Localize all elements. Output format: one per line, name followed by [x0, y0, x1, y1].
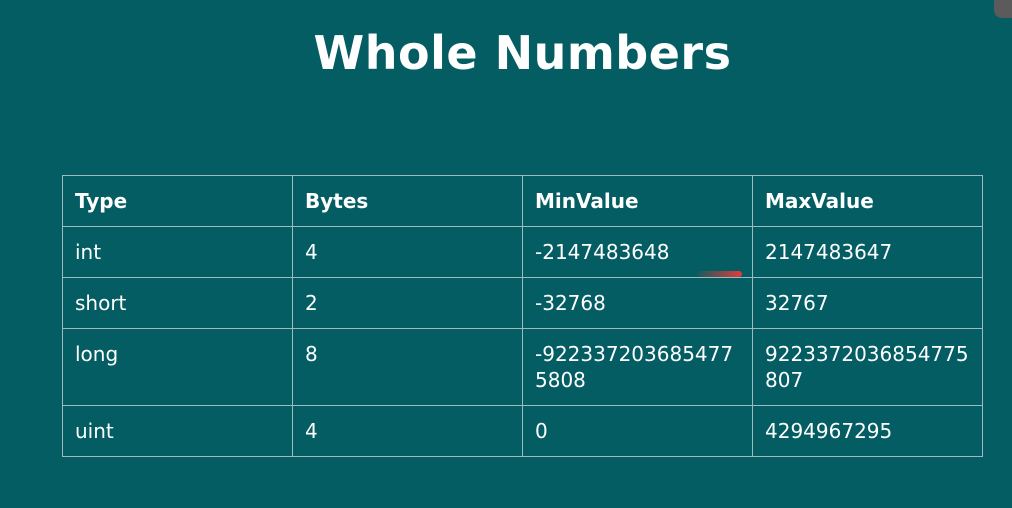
cell-max-value: 32767 [752, 277, 983, 329]
header-bytes: Bytes [292, 175, 523, 227]
pen-annotation-stroke [698, 271, 742, 277]
table-row: uint 4 0 4294967295 [62, 405, 983, 457]
table-row: short 2 -32768 32767 [62, 277, 983, 329]
cell-max-value: 2147483647 [752, 226, 983, 278]
cell-type: long [62, 328, 293, 406]
header-max-value: MaxValue [752, 175, 983, 227]
slide-title: Whole Numbers [313, 26, 732, 80]
table-row: int 4 -2147483648 2147483647 [62, 226, 983, 278]
cell-bytes: 4 [292, 226, 523, 278]
cell-min-value: -9223372036854775808 [522, 328, 753, 406]
cell-type: uint [62, 405, 293, 457]
whole-numbers-table: Type Bytes MinValue MaxValue int 4 -2147… [62, 175, 983, 457]
cell-type: int [62, 226, 293, 278]
cell-bytes: 4 [292, 405, 523, 457]
window-corner-control [994, 0, 1012, 18]
cell-type: short [62, 277, 293, 329]
header-min-value: MinValue [522, 175, 753, 227]
cell-min-value: 0 [522, 405, 753, 457]
cell-max-value: 9223372036854775807 [752, 328, 983, 406]
table-header-row: Type Bytes MinValue MaxValue [62, 175, 983, 227]
cell-min-value: -32768 [522, 277, 753, 329]
header-type: Type [62, 175, 293, 227]
cell-max-value: 4294967295 [752, 405, 983, 457]
table-row: long 8 -9223372036854775808 922337203685… [62, 328, 983, 406]
cell-bytes: 2 [292, 277, 523, 329]
cell-bytes: 8 [292, 328, 523, 406]
cell-min-value: -2147483648 [522, 226, 753, 278]
